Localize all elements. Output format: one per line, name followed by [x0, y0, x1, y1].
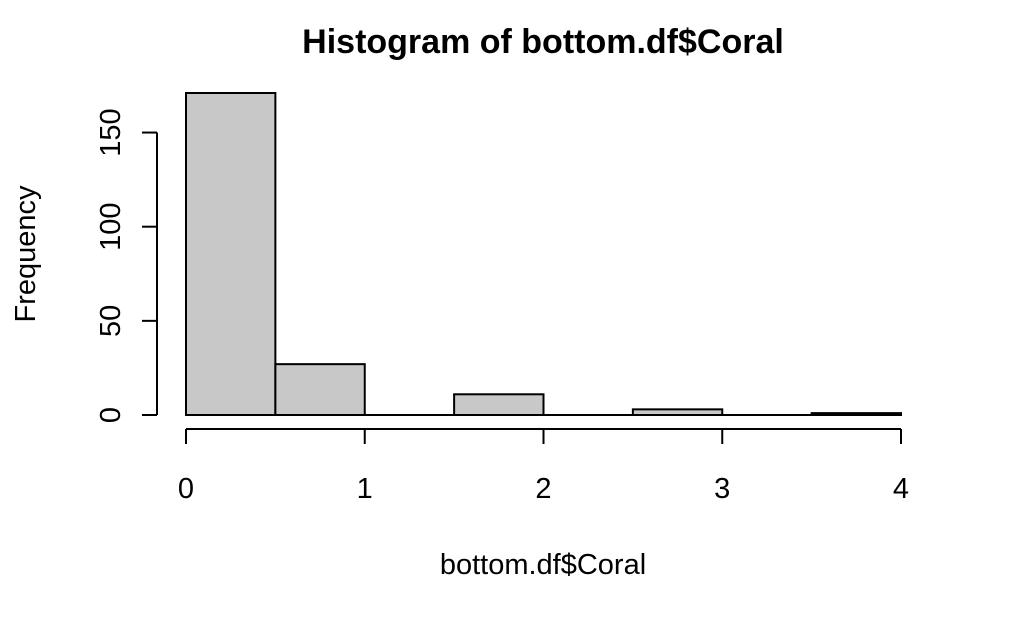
histogram-bar-5: [631, 408, 724, 417]
x-axis: 0 1 2 3 4: [178, 428, 909, 505]
y-axis: 0 50 100 150: [95, 108, 158, 423]
y-tick-label-0: 0: [95, 407, 127, 423]
x-tick-label-0: 0: [178, 473, 194, 505]
histogram-bar-7: [810, 412, 902, 417]
chart-title: Histogram of bottom.df$Coral: [302, 23, 784, 61]
y-tick-label-2: 100: [95, 203, 127, 251]
x-tick-label-2: 2: [535, 473, 551, 505]
bars: [185, 92, 902, 417]
histogram-bar-3: [453, 393, 545, 417]
histogram-bar-0: [185, 92, 277, 416]
y-tick-label-1: 50: [95, 305, 127, 337]
x-tick-label-4: 4: [893, 473, 909, 505]
x-tick-label-3: 3: [714, 473, 730, 505]
x-tick-label-1: 1: [357, 473, 373, 505]
histogram-bar-1: [274, 363, 366, 417]
y-tick-label-3: 150: [95, 108, 127, 156]
x-axis-label: bottom.df$Coral: [440, 549, 646, 581]
y-axis-label: Frequency: [10, 185, 42, 323]
